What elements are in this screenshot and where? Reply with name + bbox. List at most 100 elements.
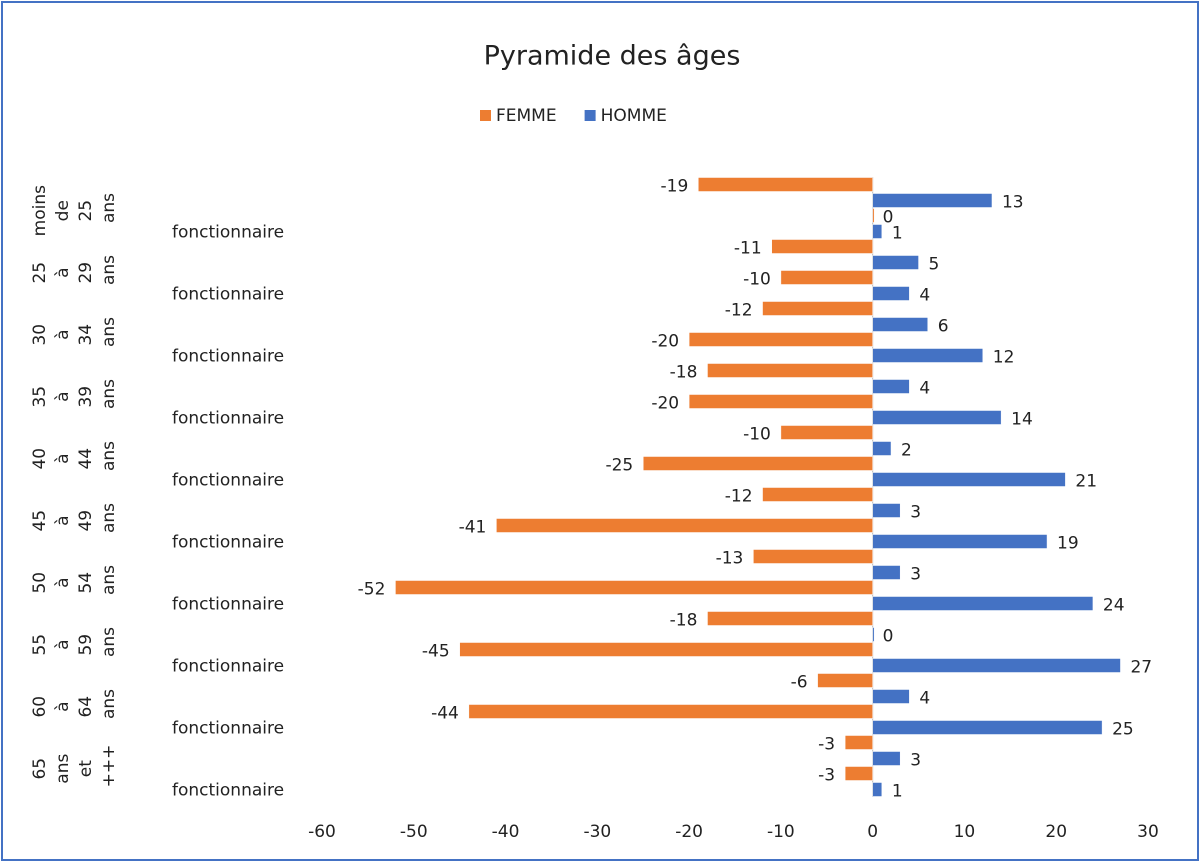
bar: [872, 565, 901, 580]
x-tick-label: -50: [400, 822, 428, 842]
data-label: 3: [910, 751, 921, 771]
category-label: fonctionnaire: [172, 719, 284, 739]
data-label: 1: [892, 782, 903, 802]
data-label: 1: [892, 224, 903, 244]
data-label: -10: [743, 270, 771, 290]
bar: [844, 766, 873, 781]
bar: [872, 410, 1002, 425]
category-label: fonctionnaire: [172, 223, 284, 243]
data-label: 21: [1075, 472, 1097, 492]
group-label: 65 ans et +++: [30, 745, 119, 788]
bar: [688, 332, 873, 347]
group-label: 25 à 29 ans: [30, 255, 119, 285]
data-label: 19: [1057, 534, 1079, 554]
data-label: 4: [919, 379, 930, 399]
x-tick-label: 0: [867, 822, 878, 842]
bar: [496, 518, 873, 533]
bar: [872, 193, 993, 208]
data-label: -52: [358, 580, 386, 600]
data-label: -3: [818, 735, 835, 755]
data-label: 6: [938, 317, 949, 337]
group-label: 55 à 59 ans: [30, 627, 119, 657]
bar: [872, 224, 883, 239]
data-label: 3: [910, 503, 921, 523]
bar: [707, 611, 873, 626]
bar: [753, 549, 873, 564]
data-label: 14: [1011, 410, 1033, 430]
data-label: 12: [993, 348, 1015, 368]
bar: [872, 348, 984, 363]
bar: [872, 317, 928, 332]
group-label: 40 à 44 ans: [30, 441, 119, 471]
bar: [698, 177, 873, 192]
x-tick-label: -10: [767, 822, 795, 842]
data-label: -18: [670, 363, 698, 383]
bar: [459, 642, 873, 657]
category-label: fonctionnaire: [172, 595, 284, 615]
bar: [872, 782, 883, 797]
data-label: -20: [651, 394, 679, 414]
bar: [872, 596, 1094, 611]
bar: [642, 456, 873, 471]
data-label: 4: [919, 286, 930, 306]
bar: [872, 379, 910, 394]
bar: [872, 472, 1066, 487]
bar: [872, 286, 910, 301]
group-label: 45 à 49 ans: [30, 503, 119, 533]
bar: [872, 208, 875, 223]
bar: [707, 363, 873, 378]
bar: [468, 704, 873, 719]
legend-swatch: [480, 110, 491, 121]
data-label: 0: [883, 627, 894, 647]
bar: [844, 735, 873, 750]
x-tick-label: 30: [1137, 822, 1159, 842]
data-label: -44: [431, 704, 459, 724]
bar: [395, 580, 873, 595]
legend-label: HOMME: [601, 106, 667, 126]
data-label: 13: [1002, 193, 1024, 213]
bar: [872, 627, 875, 642]
category-label: fonctionnaire: [172, 285, 284, 305]
bar: [688, 394, 873, 409]
bar: [762, 487, 873, 502]
data-label: -12: [725, 301, 753, 321]
category-label: fonctionnaire: [172, 657, 284, 677]
data-label: 27: [1130, 658, 1152, 678]
chart-title: Pyramide des âges: [484, 41, 741, 72]
bar: [872, 751, 901, 766]
data-label: -19: [661, 177, 689, 197]
bar: [872, 534, 1048, 549]
bar: [872, 658, 1121, 673]
legend-label: FEMME: [496, 106, 557, 126]
data-label: 5: [929, 255, 940, 275]
x-tick-label: -60: [308, 822, 336, 842]
data-label: -18: [670, 611, 698, 631]
bar: [771, 239, 873, 254]
bar: [872, 689, 910, 704]
x-tick-label: 10: [954, 822, 976, 842]
category-label: fonctionnaire: [172, 781, 284, 801]
category-label: fonctionnaire: [172, 533, 284, 553]
bar: [762, 301, 873, 316]
group-label: 35 à 39 ans: [30, 379, 119, 409]
group-label: 60 à 64 ans: [30, 689, 119, 719]
category-label: fonctionnaire: [172, 409, 284, 429]
bar: [872, 441, 892, 456]
data-label: 3: [910, 565, 921, 585]
data-label: 4: [919, 689, 930, 709]
data-label: -6: [791, 673, 808, 693]
group-label: moins de 25 ans: [30, 180, 119, 237]
data-label: 2: [901, 441, 912, 461]
bar: [780, 425, 873, 440]
data-label: -20: [651, 332, 679, 352]
x-tick-label: -30: [583, 822, 611, 842]
data-label: 25: [1112, 720, 1134, 740]
data-label: 0: [883, 208, 894, 228]
data-label: -25: [605, 456, 633, 476]
bar: [872, 255, 919, 270]
data-label: -41: [459, 518, 487, 538]
x-tick-label: -20: [675, 822, 703, 842]
category-label: fonctionnaire: [172, 471, 284, 491]
bar: [817, 673, 873, 688]
